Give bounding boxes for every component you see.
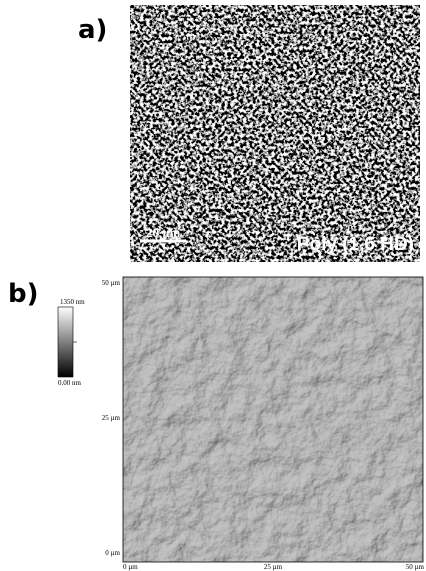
x-axis-label: 0 µm <box>123 563 138 571</box>
x-axis-label: 25 µm <box>264 563 283 571</box>
figure: a) 20 µm Poly (1,6 HD) b) 1350 nm 0.00 n… <box>0 0 426 571</box>
color-bar <box>58 307 73 377</box>
y-axis-label: 25 µm <box>102 414 121 422</box>
color-bar-max: 1350 nm <box>60 298 85 306</box>
micrograph <box>130 5 420 262</box>
color-bar-min: 0.00 nm <box>58 379 82 387</box>
y-axis-label: 50 µm <box>102 279 121 287</box>
afm-image <box>123 277 423 562</box>
y-axis-label: 0 µm <box>105 549 120 557</box>
scale-bar-label: 20 µm <box>146 226 180 240</box>
x-axis-label: 50 µm <box>406 563 425 571</box>
sample-label: Poly (1,6 HD) <box>297 234 414 255</box>
panel-label: a) <box>78 15 107 45</box>
panel-label: b) <box>8 279 39 309</box>
